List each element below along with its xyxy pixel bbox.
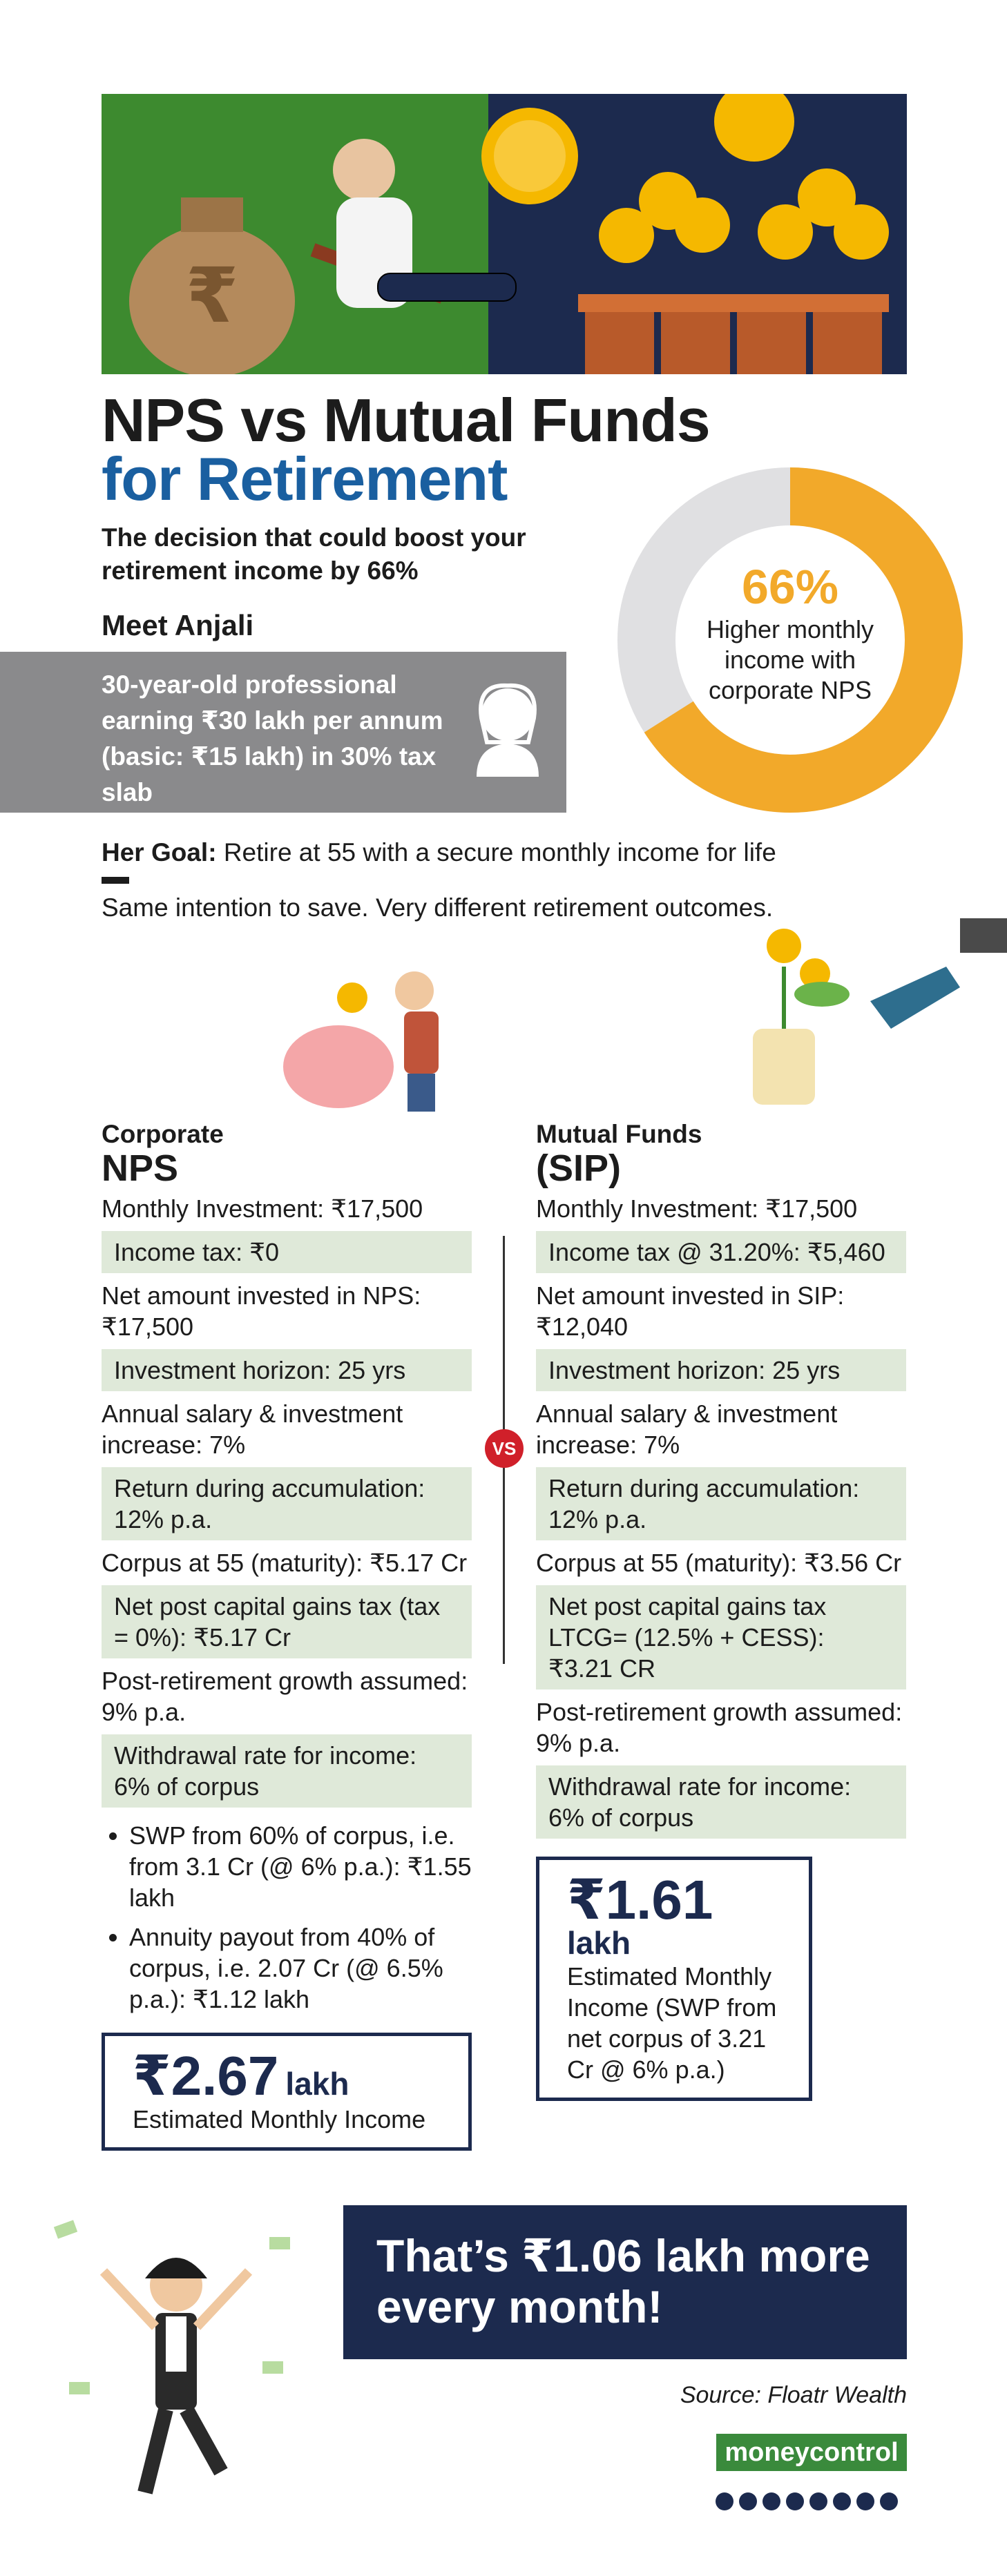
goal: Her Goal: Retire at 55 with a secure mon… <box>102 838 930 867</box>
nps-bullets: SWP from 60% of corpus, i.e. from 3.1 Cr… <box>102 1820 472 2015</box>
mf-result-unit: lakh <box>567 1925 631 1961</box>
plain-item: Monthly Investment: ₹17,500 <box>102 1194 423 1223</box>
goal-text: Retire at 55 with a secure monthly incom… <box>223 838 776 866</box>
boxed-item: Withdrawal rate for income: 6% of corpus <box>536 1765 906 1839</box>
boxed-item: Income tax @ 31.20%: ₹5,460 <box>536 1231 906 1273</box>
title-line2: for Retirement <box>102 445 508 513</box>
divider <box>102 877 129 884</box>
persona-box <box>0 652 566 813</box>
donut-chart <box>617 467 963 813</box>
title-line1: NPS vs Mutual Funds <box>102 386 711 454</box>
source: Source: Floatr Wealth <box>680 2382 907 2408</box>
plain-item: Net amount invested in NPS: ₹17,500 <box>102 1281 421 1341</box>
nps-result-caption: Estimated Monthly Income <box>133 2105 426 2133</box>
boxed-item: Income tax: ₹0 <box>102 1231 472 1273</box>
mf-column: Mutual Funds (SIP) Monthly Investment: ₹… <box>536 1121 906 2101</box>
mf-result: ₹1.61 lakh Estimated Monthly Income (SWP… <box>536 1857 812 2101</box>
mf-illustration <box>753 918 1007 1105</box>
nps-illustration <box>283 971 439 1112</box>
boxed-item: Investment horizon: 25 yrs <box>536 1349 906 1391</box>
nps-result-amount: ₹2.67 <box>133 2045 279 2107</box>
boxed-item: Net post capital gains tax (tax = 0%): ₹… <box>102 1585 472 1658</box>
plain-item: Corpus at 55 (maturity): ₹5.17 Cr <box>102 1549 468 1577</box>
logo: moneycontrol <box>716 2434 907 2471</box>
banner <box>343 2205 907 2359</box>
bullet-item: Annuity payout from 40% of corpus, i.e. … <box>129 1921 472 2015</box>
hero-illustration: ₹ <box>102 94 907 374</box>
mf-result-caption: Estimated Monthly Income (SWP from net c… <box>567 1962 777 2084</box>
boxed-item: Withdrawal rate for income: 6% of corpus <box>102 1734 472 1808</box>
tagline: Same intention to save. Very different r… <box>102 893 774 922</box>
subtitle: The decision that could boost your retir… <box>102 523 526 585</box>
plain-item: Net amount invested in SIP: ₹12,040 <box>536 1281 845 1341</box>
boxed-item: Return during accumulation: 12% p.a. <box>102 1467 472 1540</box>
mf-heading-small: Mutual Funds <box>536 1120 702 1148</box>
nps-heading-big: NPS <box>102 1147 179 1189</box>
vs-badge: VS <box>485 1429 524 1468</box>
plain-item: Monthly Investment: ₹17,500 <box>536 1194 858 1223</box>
mf-heading-big: (SIP) <box>536 1147 622 1189</box>
boxed-item: Investment horizon: 25 yrs <box>102 1349 472 1391</box>
plain-item: Corpus at 55 (maturity): ₹3.56 Cr <box>536 1549 902 1577</box>
donut-label: 66% <box>741 560 839 614</box>
plain-item: Annual salary & investment increase: 7% <box>536 1400 838 1459</box>
plain-item: Post-retirement growth assumed: 9% p.a. <box>102 1667 468 1726</box>
mf-items: Monthly Investment: ₹17,500 Income tax @ … <box>536 1193 906 1839</box>
goal-label: Her Goal: <box>102 838 217 866</box>
celebration-illustration <box>53 2220 290 2495</box>
banner-text: That’s ₹1.06 lakh more every month! <box>376 2230 870 2332</box>
nps-result: ₹2.67 lakh Estimated Monthly Income <box>102 2033 472 2151</box>
donut-arc <box>617 467 963 813</box>
persona-description: 30-year-old professional earning ₹30 lak… <box>102 670 443 806</box>
nps-result-unit: lakh <box>285 2066 349 2102</box>
nps-column: Corporate NPS Monthly Investment: ₹17,50… <box>102 1121 472 2151</box>
nps-heading-small: Corporate <box>102 1120 224 1148</box>
persona-icon <box>477 683 539 777</box>
plain-item: Post-retirement growth assumed: 9% p.a. <box>536 1698 903 1757</box>
bullet-item: SWP from 60% of corpus, i.e. from 3.1 Cr… <box>129 1820 472 1913</box>
svg-text:₹: ₹ <box>186 253 239 338</box>
plain-item: Annual salary & investment increase: 7% <box>102 1400 403 1459</box>
social-icons <box>716 2492 898 2510</box>
nps-items: Monthly Investment: ₹17,500 Income tax: ₹… <box>102 1193 472 1808</box>
persona-heading: Meet Anjali <box>102 609 254 641</box>
boxed-item: Return during accumulation: 12% p.a. <box>536 1467 906 1540</box>
mf-result-amount: ₹1.61 <box>567 1869 713 1930</box>
boxed-item: Net post capital gains tax LTCG= (12.5% … <box>536 1585 906 1689</box>
donut-caption: Higher monthly income with corporate NPS <box>706 615 874 704</box>
